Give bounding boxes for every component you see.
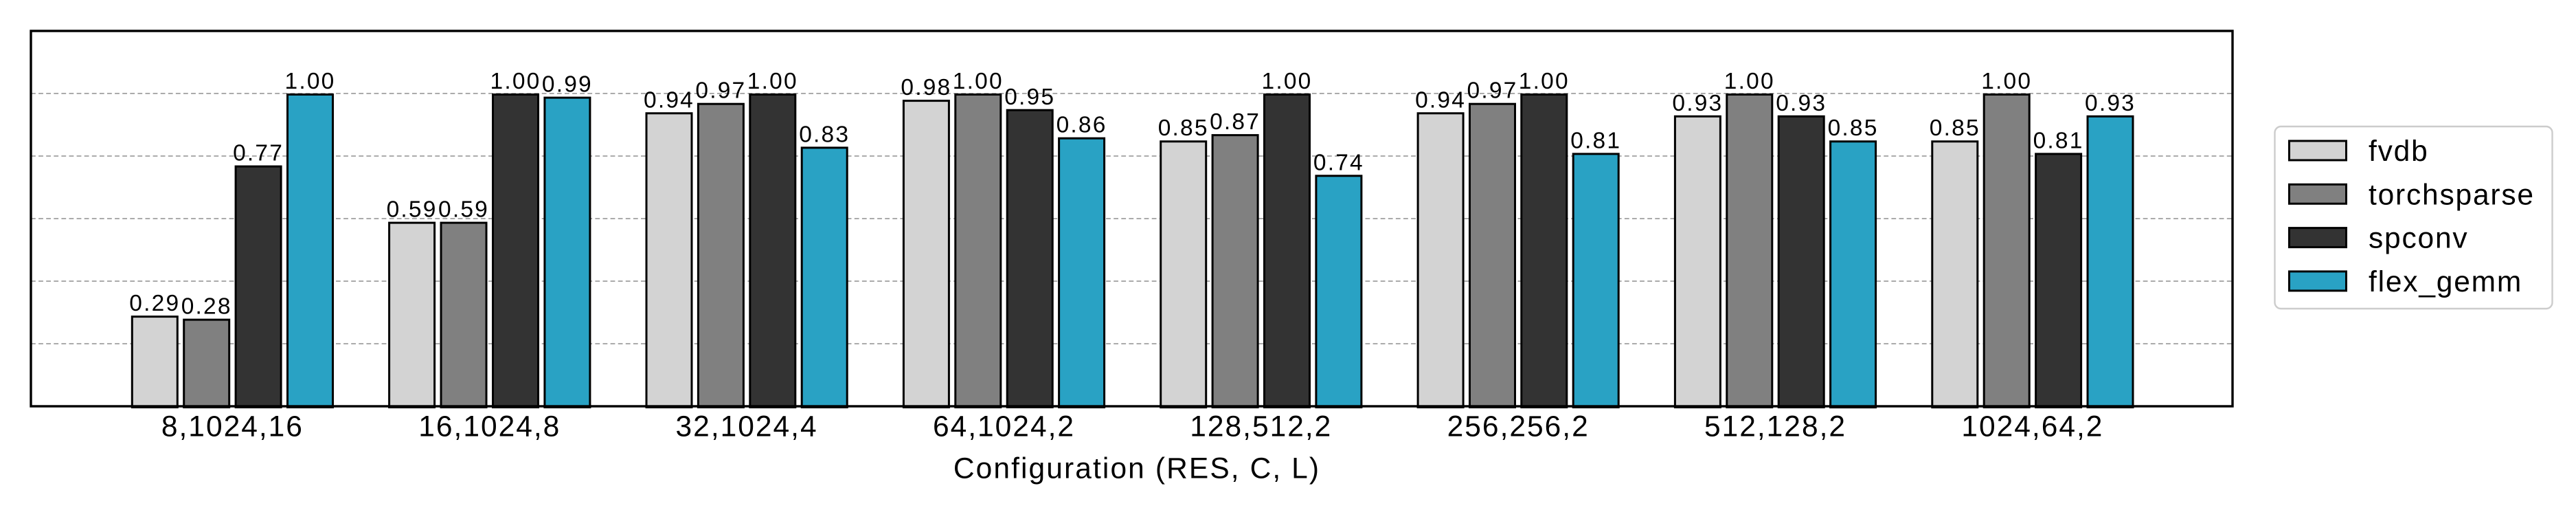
svg-text:0.28: 0.28 xyxy=(181,294,232,320)
svg-text:0.97: 0.97 xyxy=(695,78,746,104)
svg-text:0.29: 0.29 xyxy=(129,291,180,316)
svg-text:1.00: 1.00 xyxy=(1724,69,1775,94)
svg-text:32,1024,4: 32,1024,4 xyxy=(676,411,818,443)
svg-text:fvdb: fvdb xyxy=(2369,135,2429,168)
svg-text:0.81: 0.81 xyxy=(1570,128,1621,153)
svg-text:0.97: 0.97 xyxy=(1467,78,1517,104)
svg-text:0.94: 0.94 xyxy=(644,87,694,113)
svg-text:flex_gemm: flex_gemm xyxy=(2369,266,2522,298)
svg-text:128,512,2: 128,512,2 xyxy=(1190,411,1332,443)
svg-text:1.00: 1.00 xyxy=(1261,69,1312,94)
svg-text:0.85: 0.85 xyxy=(1828,115,1879,141)
svg-text:0.93: 0.93 xyxy=(1776,91,1827,116)
svg-text:0.98: 0.98 xyxy=(901,75,951,100)
svg-text:0.77: 0.77 xyxy=(233,141,284,166)
svg-text:0.59: 0.59 xyxy=(438,197,489,223)
svg-text:0.93: 0.93 xyxy=(2085,91,2136,116)
svg-text:0.86: 0.86 xyxy=(1057,113,1107,138)
svg-text:0.81: 0.81 xyxy=(2033,128,2084,153)
svg-text:0.85: 0.85 xyxy=(1930,115,1980,141)
svg-text:512,128,2: 512,128,2 xyxy=(1704,411,1846,443)
svg-text:256,256,2: 256,256,2 xyxy=(1447,411,1590,443)
svg-text:0.74: 0.74 xyxy=(1313,150,1364,175)
svg-text:1.00: 1.00 xyxy=(284,69,335,94)
svg-text:0.83: 0.83 xyxy=(799,122,850,147)
svg-text:1.00: 1.00 xyxy=(1519,69,1570,94)
svg-text:8,1024,16: 8,1024,16 xyxy=(161,411,304,443)
svg-text:0.59: 0.59 xyxy=(387,197,438,223)
svg-text:0.93: 0.93 xyxy=(1672,91,1723,116)
svg-text:0.99: 0.99 xyxy=(542,72,593,98)
svg-text:spconv: spconv xyxy=(2369,223,2468,255)
svg-text:1024,64,2: 1024,64,2 xyxy=(1961,411,2103,443)
svg-text:0.87: 0.87 xyxy=(1210,109,1261,135)
svg-text:1.00: 1.00 xyxy=(490,69,541,94)
svg-text:16,1024,8: 16,1024,8 xyxy=(418,411,561,443)
svg-text:0.94: 0.94 xyxy=(1415,87,1466,113)
svg-text:1.00: 1.00 xyxy=(747,69,798,94)
svg-text:0.95: 0.95 xyxy=(1004,85,1055,110)
svg-text:1.00: 1.00 xyxy=(1981,69,2032,94)
svg-text:0.85: 0.85 xyxy=(1158,115,1209,141)
svg-text:torchsparse: torchsparse xyxy=(2369,179,2535,211)
svg-text:1.00: 1.00 xyxy=(953,69,1004,94)
svg-text:Configuration (RES, C, L): Configuration (RES, C, L) xyxy=(953,453,1320,485)
svg-text:64,1024,2: 64,1024,2 xyxy=(933,411,1075,443)
